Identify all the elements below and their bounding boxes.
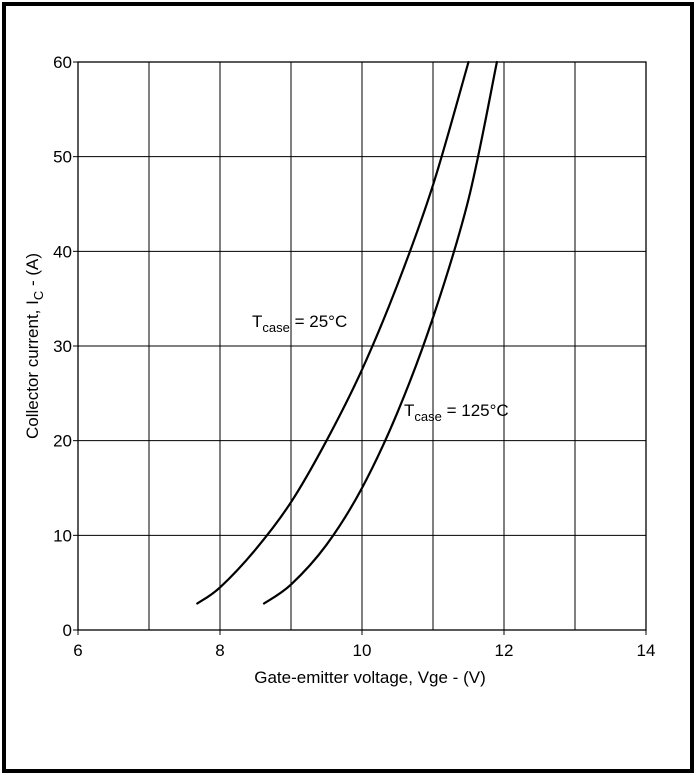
y-axis-label: Collector current, IC - (A)	[23, 253, 46, 439]
series-label-25c-main: T	[252, 312, 262, 331]
y-tick-label-40: 40	[53, 242, 72, 261]
series-label-125c-main: T	[404, 401, 414, 420]
grid	[77, 61, 647, 631]
y-tick-label-50: 50	[53, 148, 72, 167]
y-tick-label-20: 20	[53, 432, 72, 451]
y-axis-label-main: Collector current, I	[23, 300, 42, 439]
y-axis-label-sub: C	[31, 291, 46, 300]
series-label-125c: Tcase = 125°C	[404, 401, 509, 424]
series-label-25c-tail: = 25°C	[290, 312, 347, 331]
series-label-25c-sub: case	[262, 320, 289, 335]
series-label-125c-sub: case	[414, 409, 441, 424]
series-label-125c-tail: = 125°C	[442, 401, 509, 420]
tick-labels: 0 10 20 30 40 50 60 6 8 10 12 14	[53, 53, 655, 660]
curves	[196, 60, 498, 605]
x-tick-label-6: 6	[73, 641, 82, 660]
series-line-125c	[262, 60, 498, 605]
x-tick-label-10: 10	[353, 641, 372, 660]
series-label-25c: Tcase = 25°C	[252, 312, 347, 335]
y-tick-label-30: 30	[53, 337, 72, 356]
x-tick-label-14: 14	[637, 641, 656, 660]
y-tick-label-60: 60	[53, 53, 72, 72]
x-tick-label-12: 12	[495, 641, 514, 660]
y-tick-label-10: 10	[53, 526, 72, 545]
series-line-25c	[196, 60, 470, 605]
x-axis-label: Gate-emitter voltage, Vge - (V)	[254, 668, 485, 687]
x-tick-label-8: 8	[215, 641, 224, 660]
y-tick-label-0: 0	[63, 621, 72, 640]
y-axis-label-tail: - (A)	[23, 253, 42, 291]
